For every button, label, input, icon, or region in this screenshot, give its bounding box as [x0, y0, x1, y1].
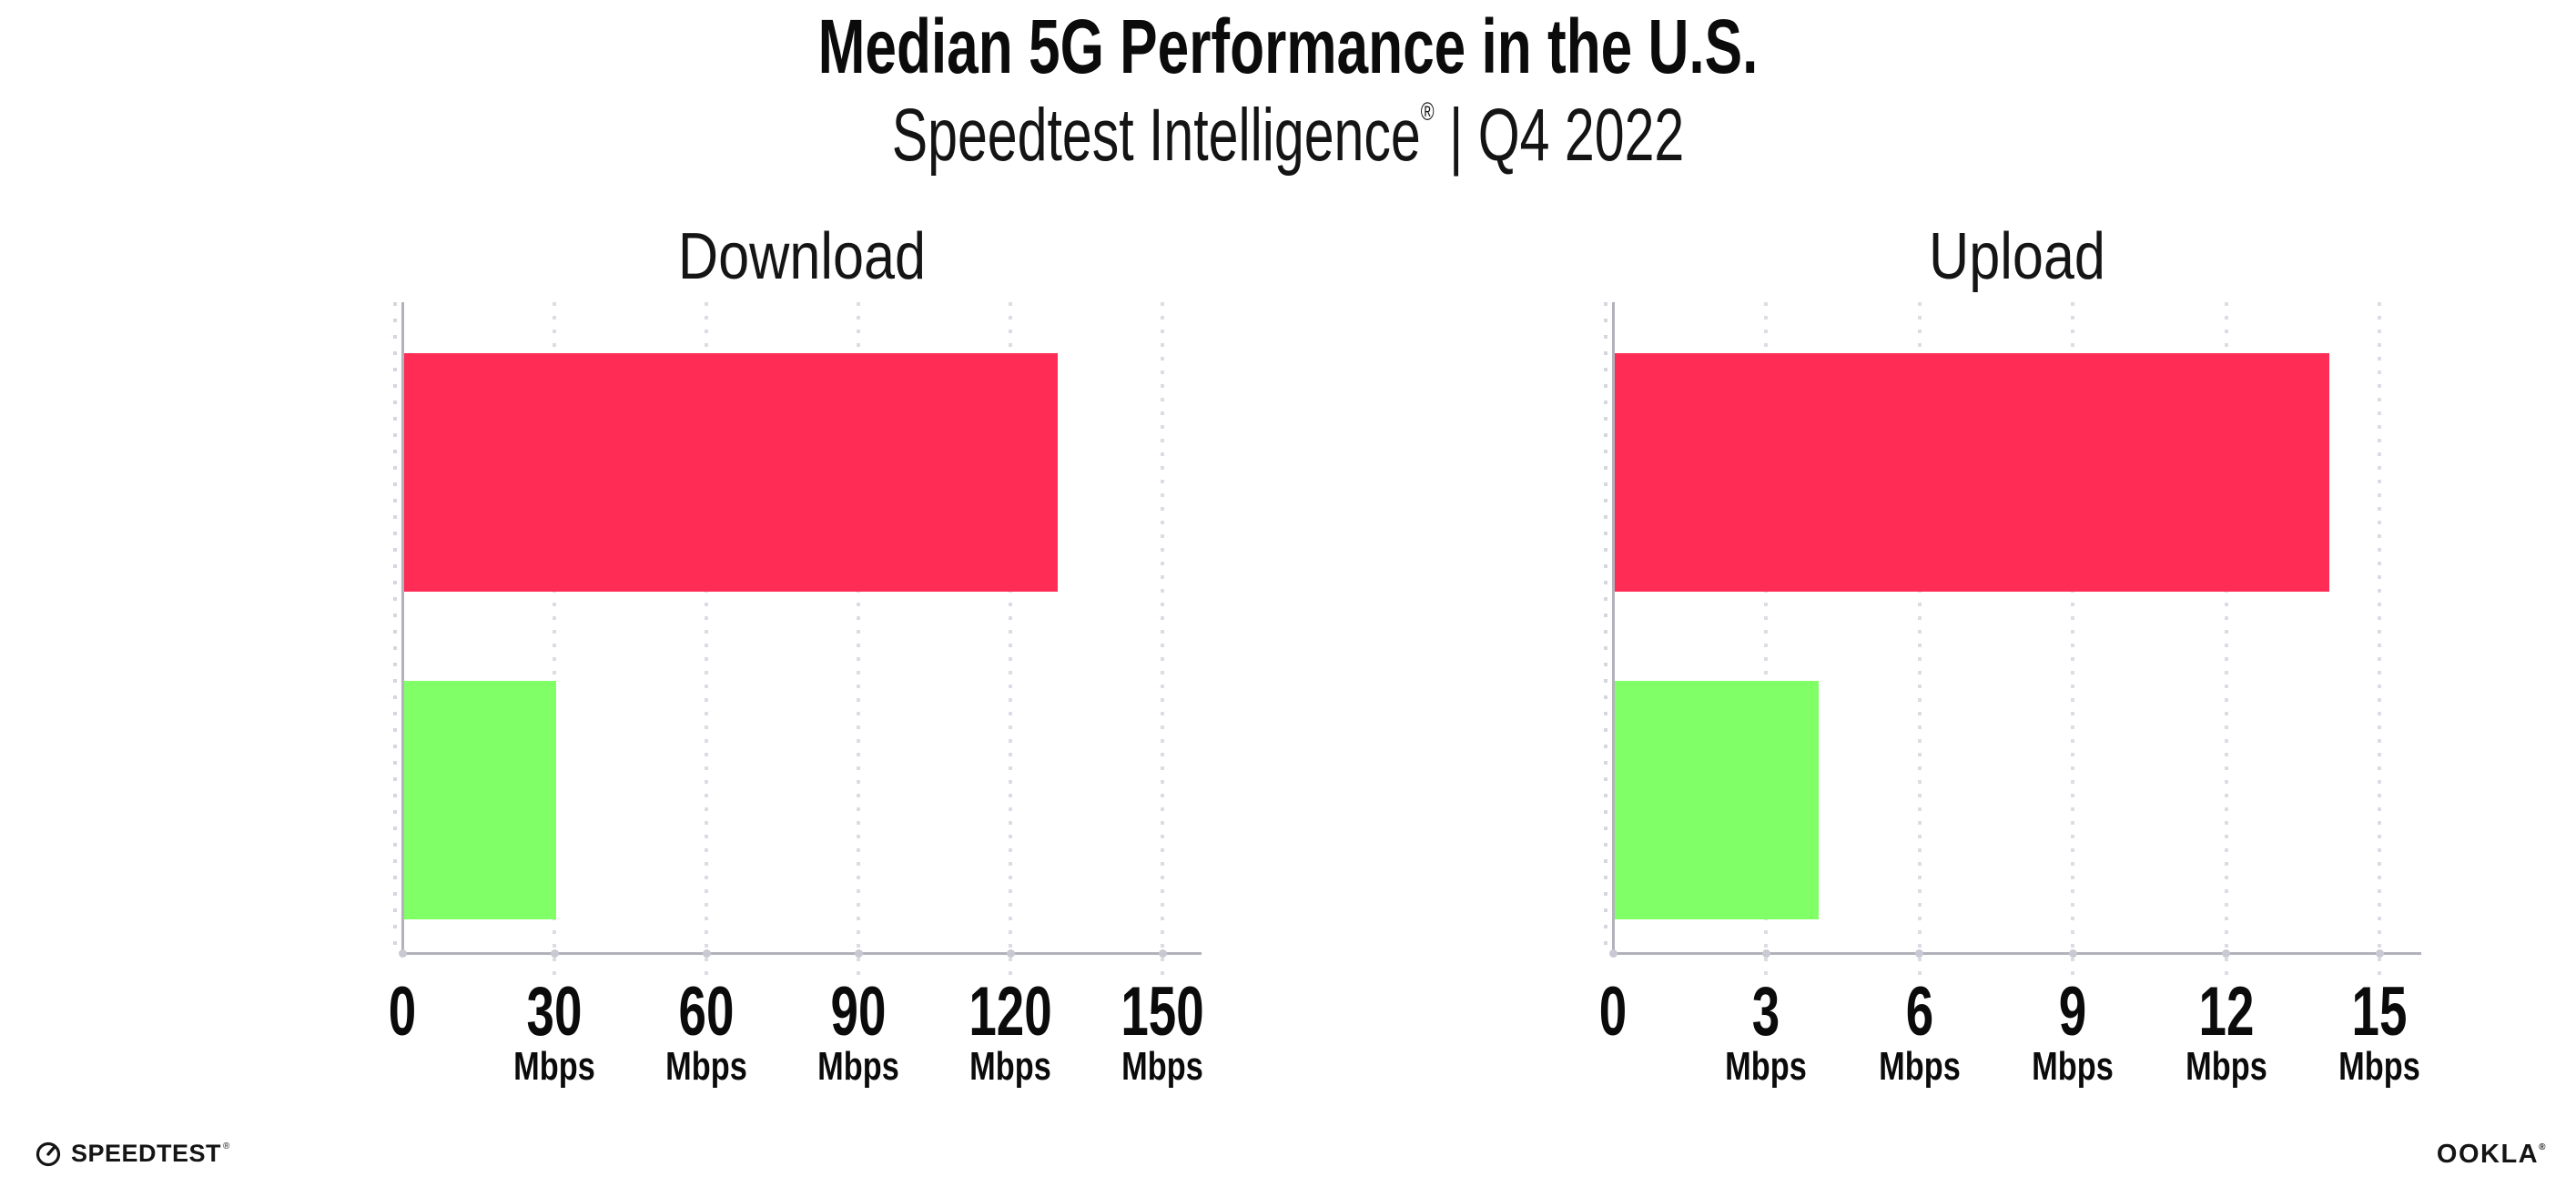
- x-axis-tick-download-90: [854, 948, 863, 958]
- x-axis-tick-upload-9: [2068, 948, 2077, 958]
- tick-label-download-0: 0: [388, 973, 417, 1050]
- ookla-logo-text: OOKLA: [2436, 1140, 2540, 1169]
- y-axis-download: [401, 302, 404, 954]
- tick-label-upload-12: 12: [2198, 973, 2255, 1050]
- tick-label-upload-15: 15: [2351, 973, 2408, 1050]
- speedtest-trademark-icon: ®: [223, 1141, 230, 1151]
- gridline-upload-15: [2378, 302, 2381, 981]
- gridline-upload-3: [1764, 302, 1769, 981]
- tick-label-download-60: 60: [678, 973, 735, 1050]
- registered-trademark-icon: ®: [1420, 97, 1435, 126]
- page-title: Median 5G Performance in the U.S.: [817, 4, 1759, 89]
- bar-5g-download: [403, 353, 1058, 592]
- x-axis-tick-upload-3: [1761, 948, 1770, 958]
- x-axis-tick-upload-6: [1915, 948, 1924, 958]
- bar-5g-upload: [1614, 353, 2330, 592]
- y-axis-minor-ticks-upload: [1604, 302, 1607, 953]
- x-axis-tick-upload-0: [1608, 948, 1618, 958]
- subtitle-brand: Speedtest Intelligence: [891, 94, 1421, 177]
- gridline-download-30: [553, 302, 556, 981]
- tick-label-download-30: 30: [526, 973, 583, 1050]
- speedtest-gauge-icon: [35, 1140, 62, 1167]
- speedtest-logo: SPEEDTEST ®: [35, 1140, 229, 1167]
- gridline-upload-12: [2224, 302, 2228, 981]
- x-axis-tick-download-30: [550, 948, 559, 958]
- gridline-download-120: [1009, 302, 1012, 981]
- tick-unit-upload-6: Mbps: [1878, 1044, 1961, 1089]
- tick-unit-download-150: Mbps: [1121, 1044, 1203, 1089]
- tick-unit-upload-3: Mbps: [1725, 1044, 1808, 1089]
- x-axis-upload: [1611, 951, 2421, 955]
- gridline-upload-9: [2071, 302, 2075, 981]
- gridline-download-150: [1161, 302, 1164, 981]
- gridline-download-60: [705, 302, 708, 981]
- tick-label-upload-3: 3: [1752, 973, 1780, 1050]
- tick-unit-upload-9: Mbps: [2032, 1044, 2114, 1089]
- gridline-upload-6: [1917, 302, 1922, 981]
- x-axis-tick-download-0: [398, 948, 407, 958]
- subtitle-period: | Q4 2022: [1434, 94, 1685, 177]
- tick-label-upload-9: 9: [2058, 973, 2087, 1050]
- tick-unit-upload-12: Mbps: [2185, 1044, 2267, 1089]
- tick-label-download-90: 90: [830, 973, 887, 1050]
- chart-title-upload: Upload: [1929, 220, 2105, 293]
- tick-label-download-120: 120: [969, 973, 1052, 1050]
- tick-label-upload-6: 6: [1905, 973, 1934, 1050]
- speedtest-logo-text: SPEEDTEST: [71, 1139, 222, 1167]
- x-axis-tick-upload-12: [2222, 948, 2231, 958]
- tick-unit-download-120: Mbps: [969, 1044, 1051, 1089]
- tick-unit-upload-15: Mbps: [2338, 1044, 2420, 1089]
- gridline-download-90: [857, 302, 860, 981]
- y-axis-upload: [1611, 302, 1615, 954]
- tick-unit-download-60: Mbps: [665, 1044, 747, 1089]
- bar-4g-lte-upload: [1614, 681, 1820, 919]
- bar-4g-lte-download: [403, 681, 556, 919]
- y-axis-minor-ticks-download: [393, 302, 397, 953]
- x-axis-download: [401, 951, 1202, 955]
- ookla-logo: OOKLA ®: [2437, 1141, 2547, 1168]
- x-axis-tick-download-150: [1158, 948, 1167, 958]
- ookla-trademark-icon: ®: [2539, 1142, 2547, 1152]
- tick-unit-download-30: Mbps: [513, 1044, 595, 1089]
- x-axis-tick-download-60: [702, 948, 711, 958]
- tick-label-upload-0: 0: [1598, 973, 1628, 1050]
- tick-label-download-150: 150: [1121, 973, 1204, 1050]
- x-axis-tick-upload-15: [2375, 948, 2384, 958]
- x-axis-tick-download-120: [1006, 948, 1015, 958]
- page-subtitle: Speedtest Intelligence® | Q4 2022: [360, 96, 2216, 191]
- tick-unit-download-90: Mbps: [817, 1044, 899, 1089]
- chart-title-download: Download: [677, 220, 927, 293]
